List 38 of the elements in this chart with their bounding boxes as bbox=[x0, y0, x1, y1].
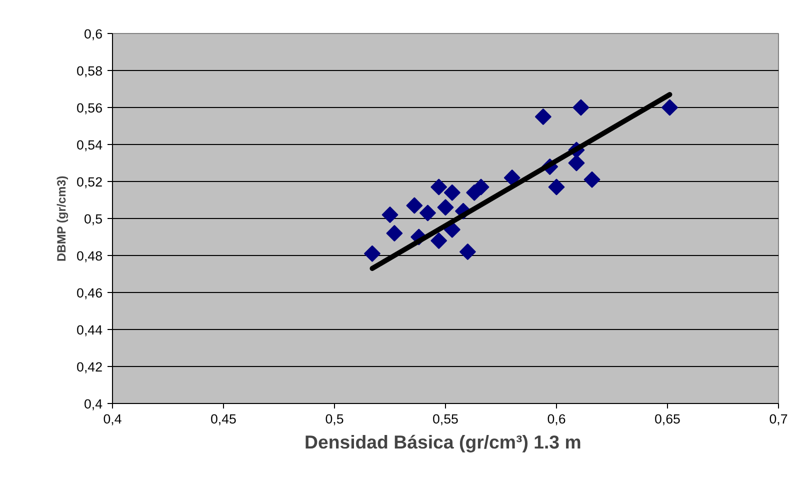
point bbox=[459, 244, 476, 260]
y-tick-label: 0,4 bbox=[84, 396, 104, 412]
x-tick-label: 0,5 bbox=[325, 412, 344, 426]
y-tick-label: 0,5 bbox=[84, 212, 103, 226]
x-tick-label: 0,55 bbox=[432, 412, 458, 426]
y-tick-label: 0,6 bbox=[84, 26, 103, 42]
point bbox=[386, 225, 403, 242]
point bbox=[430, 178, 448, 196]
point bbox=[437, 199, 454, 216]
point bbox=[472, 178, 490, 196]
point bbox=[548, 178, 565, 196]
point bbox=[419, 204, 436, 222]
point bbox=[382, 206, 398, 224]
x-tick-label: 0,4 bbox=[103, 412, 122, 426]
point bbox=[568, 154, 585, 172]
y-tick-label: 0,46 bbox=[76, 286, 103, 300]
y-axis-title: DBMP (gr/cm3) bbox=[54, 176, 69, 262]
y-tick-label: 0,52 bbox=[76, 174, 103, 190]
point bbox=[504, 170, 520, 186]
y-tick-label: 0,58 bbox=[76, 64, 103, 78]
y-tick-label: 0,56 bbox=[76, 100, 103, 116]
x-axis-title: Densidad Básica (gr/cm³) 1.3 m bbox=[304, 432, 582, 452]
point bbox=[572, 99, 590, 116]
point bbox=[430, 232, 448, 249]
y-tick-label: 0,48 bbox=[76, 248, 103, 264]
x-tick-label: 0,6 bbox=[547, 412, 566, 426]
x-tick-label: 0,45 bbox=[210, 412, 236, 426]
y-tick-label: 0,42 bbox=[76, 360, 103, 374]
x-tick-label: 0,65 bbox=[654, 412, 680, 426]
point bbox=[444, 184, 460, 201]
y-tick-label: 0,44 bbox=[76, 322, 104, 338]
point bbox=[534, 108, 552, 126]
point bbox=[406, 197, 423, 214]
point bbox=[661, 99, 678, 116]
y-tick-label: 0,54 bbox=[76, 138, 104, 152]
x-tick-label: 0,7 bbox=[769, 412, 788, 426]
point bbox=[584, 171, 600, 188]
point bbox=[364, 245, 381, 262]
